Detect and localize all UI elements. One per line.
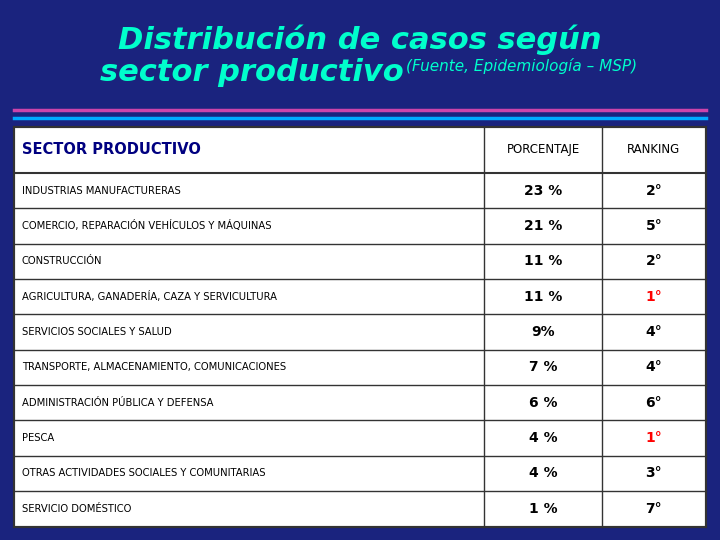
Text: sector productivo: sector productivo [100, 58, 404, 87]
Text: 4 %: 4 % [529, 431, 557, 445]
Text: 6 %: 6 % [529, 396, 557, 410]
Text: 1 %: 1 % [529, 502, 557, 516]
Text: 5°: 5° [645, 219, 662, 233]
Text: PESCA: PESCA [22, 433, 54, 443]
Text: SERVICIO DOMÉSTICO: SERVICIO DOMÉSTICO [22, 504, 131, 514]
Text: 11 %: 11 % [524, 254, 562, 268]
Text: 4°: 4° [645, 360, 662, 374]
Text: RANKING: RANKING [627, 144, 680, 157]
Text: 2°: 2° [645, 184, 662, 198]
Text: Distribución de casos según: Distribución de casos según [118, 24, 602, 55]
Text: 3°: 3° [645, 467, 662, 481]
Text: 7°: 7° [645, 502, 662, 516]
Text: 9%: 9% [531, 325, 555, 339]
Text: SERVICIOS SOCIALES Y SALUD: SERVICIOS SOCIALES Y SALUD [22, 327, 171, 337]
Text: 7 %: 7 % [529, 360, 557, 374]
Text: 11 %: 11 % [524, 289, 562, 303]
Text: 23 %: 23 % [524, 184, 562, 198]
Text: PORCENTAJE: PORCENTAJE [507, 144, 580, 157]
Text: 1°: 1° [645, 431, 662, 445]
Text: INDUSTRIAS MANUFACTURERAS: INDUSTRIAS MANUFACTURERAS [22, 186, 180, 195]
Text: (Fuente, Epidemiología – MSP): (Fuente, Epidemiología – MSP) [406, 58, 638, 74]
Text: 6°: 6° [645, 396, 662, 410]
Text: 2°: 2° [645, 254, 662, 268]
Text: AGRICULTURA, GANADERÍA, CAZA Y SERVICULTURA: AGRICULTURA, GANADERÍA, CAZA Y SERVICULT… [22, 291, 276, 302]
Text: SECTOR PRODUCTIVO: SECTOR PRODUCTIVO [22, 143, 200, 157]
Text: 1°: 1° [645, 289, 662, 303]
Text: 4 %: 4 % [529, 467, 557, 481]
Text: 21 %: 21 % [524, 219, 562, 233]
Text: TRANSPORTE, ALMACENAMIENTO, COMUNICACIONES: TRANSPORTE, ALMACENAMIENTO, COMUNICACION… [22, 362, 286, 373]
Text: COMERCIO, REPARACIÓN VEHÍCULOS Y MÁQUINAS: COMERCIO, REPARACIÓN VEHÍCULOS Y MÁQUINA… [22, 220, 271, 232]
Text: 4°: 4° [645, 325, 662, 339]
Text: ADMINISTRACIÓN PÚBLICA Y DEFENSA: ADMINISTRACIÓN PÚBLICA Y DEFENSA [22, 398, 213, 408]
Text: CONSTRUCCIÓN: CONSTRUCCIÓN [22, 256, 102, 266]
FancyBboxPatch shape [14, 127, 706, 526]
Text: OTRAS ACTIVIDADES SOCIALES Y COMUNITARIAS: OTRAS ACTIVIDADES SOCIALES Y COMUNITARIA… [22, 469, 265, 478]
